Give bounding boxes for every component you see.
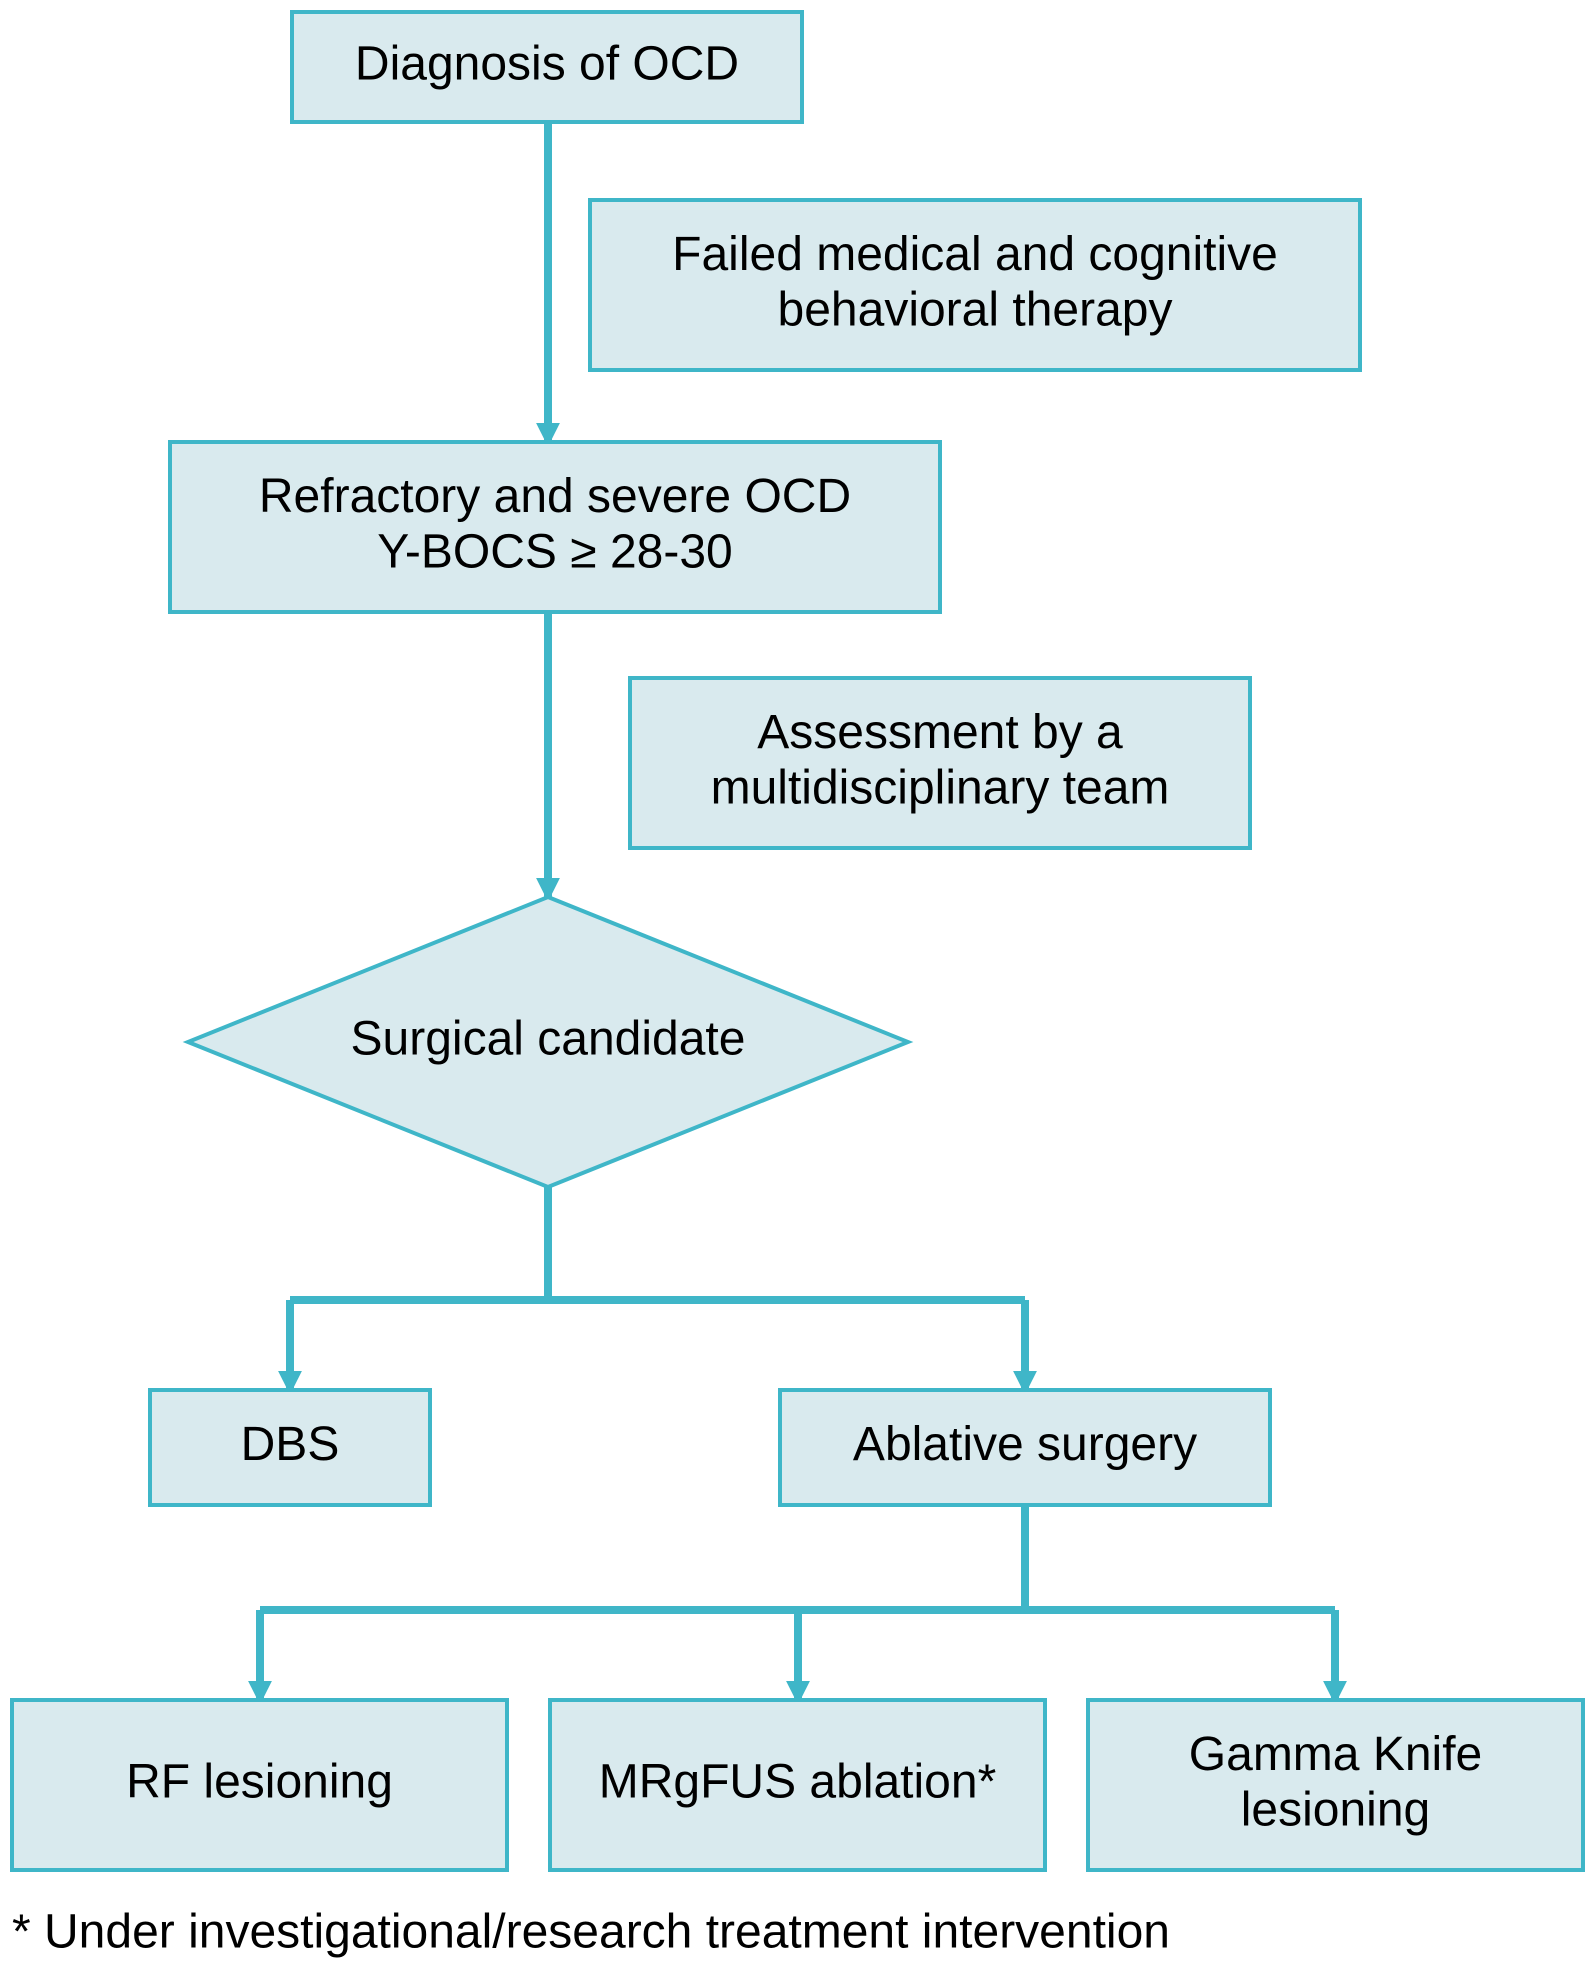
node-n5b: MRgFUS ablation* [550,1700,1045,1870]
node-label: lesioning [1241,1783,1430,1836]
node-label: Ablative surgery [853,1418,1197,1471]
node-n4a: DBS [150,1390,430,1505]
node-label: RF lesioning [126,1756,393,1809]
nodes-layer: Diagnosis of OCD Failed medical and cogni… [12,12,1583,1870]
node-n1: Diagnosis of OCD [292,12,802,122]
node-label: behavioral therapy [778,283,1173,336]
node-label: Gamma Knife [1189,1728,1482,1781]
node-side2: Assessment by amultidisciplinary team [630,678,1250,848]
node-label: Diagnosis of OCD [355,38,739,91]
node-side1: Failed medical and cognitivebehavioral t… [590,200,1360,370]
node-n2: Refractory and severe OCDY-BOCS ≥ 28-30 [170,442,940,612]
node-label: DBS [241,1418,340,1471]
node-n5a: RF lesioning [12,1700,507,1870]
node-label: Failed medical and cognitive [672,228,1278,281]
node-label: multidisciplinary team [711,761,1170,814]
node-n5c: Gamma Knifelesioning [1088,1700,1583,1870]
node-label: MRgFUS ablation* [599,1756,997,1809]
node-n3: Surgical candidate [188,897,908,1187]
node-label: Surgical candidate [351,1013,746,1066]
footnote: * Under investigational/research treatme… [12,1906,1170,1959]
node-label: Y-BOCS ≥ 28-30 [377,525,732,578]
node-label: Refractory and severe OCD [259,470,851,523]
node-label: Assessment by a [757,706,1123,759]
node-n4b: Ablative surgery [780,1390,1270,1505]
